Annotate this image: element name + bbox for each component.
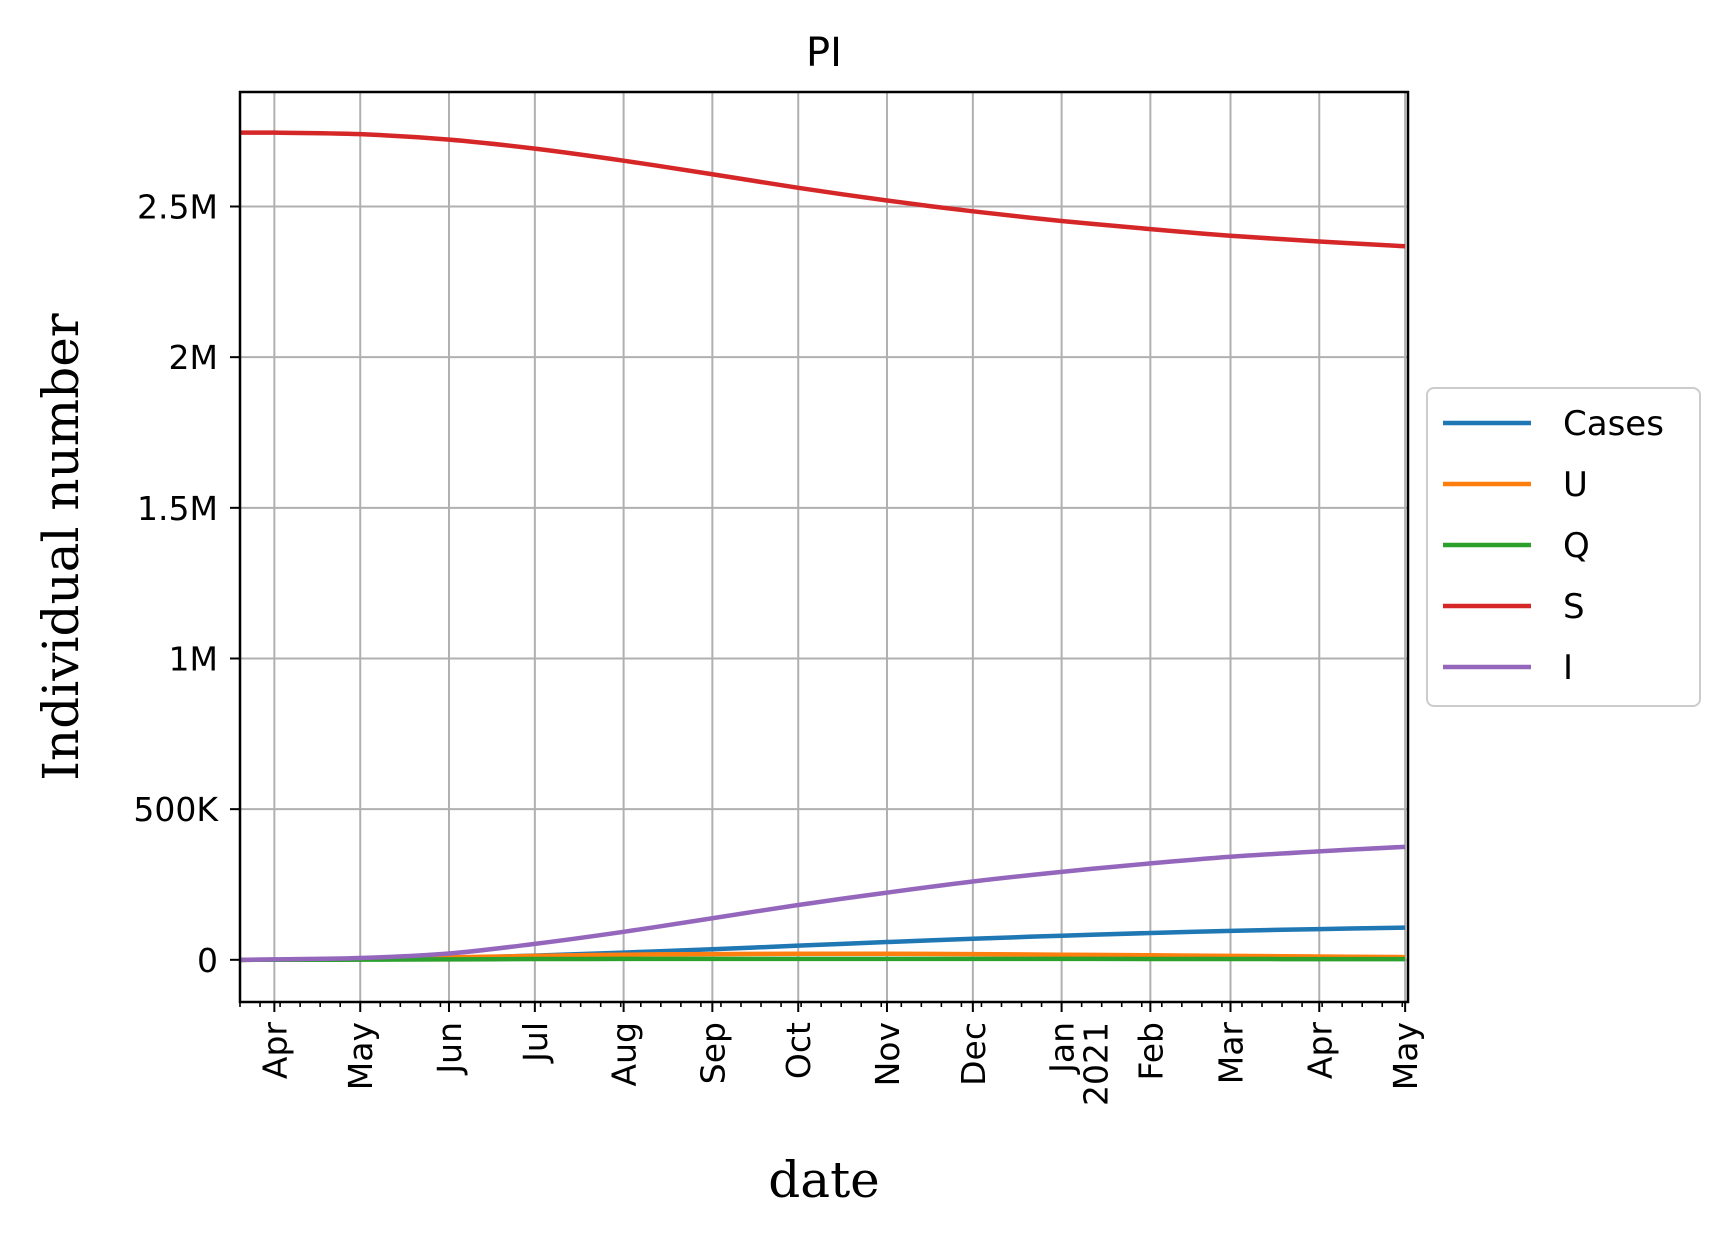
x-tick-label: Aug (605, 1022, 644, 1086)
legend-entry: I (1563, 648, 1573, 688)
series-line-s (239, 130, 1406, 249)
y-axis-label: Individual number (32, 313, 90, 781)
x-tick-label: Apr (255, 1022, 294, 1080)
x-tick-label: Jan (1043, 1022, 1082, 1075)
series-line-q (239, 956, 1406, 963)
y-tick-label: 2.5M (137, 188, 218, 227)
x-tick-label: Jul (516, 1022, 555, 1064)
x-tick-label: May (1386, 1022, 1425, 1090)
chart-title: PI (806, 30, 842, 76)
legend-entry: Cases (1563, 404, 1664, 444)
legend-entry: S (1563, 587, 1585, 627)
legend-entry: Q (1563, 526, 1590, 566)
x-tick-label: May (341, 1022, 380, 1090)
x-axis-label: date (768, 1151, 880, 1209)
y-tick-label: 500K (133, 790, 219, 829)
x-tick-label: Mar (1212, 1022, 1251, 1085)
y-axis: 0 500K 1M 1.5M 2M 2.5M (133, 188, 240, 980)
legend-entry: U (1563, 465, 1588, 505)
x-tick-label: Oct (779, 1022, 818, 1079)
x-tick-label: Sep (693, 1022, 732, 1084)
x-tick-label: Jun (430, 1022, 469, 1076)
plot-frame (238, 90, 1410, 1004)
x-tick-label: Nov (868, 1022, 907, 1086)
y-tick-label: 1.5M (137, 489, 218, 528)
x-tick-label: Feb (1131, 1022, 1170, 1080)
y-tick-label: 1M (169, 639, 218, 678)
x-tick-label-year: 2021 (1077, 1022, 1116, 1106)
series-line-i (239, 844, 1406, 963)
y-tick-label: 2M (169, 338, 218, 377)
x-tick-label: Dec (954, 1022, 993, 1086)
series-lines (239, 130, 1406, 963)
x-tick-label: Apr (1300, 1022, 1339, 1080)
y-tick-label: 0 (197, 941, 218, 980)
legend-box (1426, 387, 1701, 707)
